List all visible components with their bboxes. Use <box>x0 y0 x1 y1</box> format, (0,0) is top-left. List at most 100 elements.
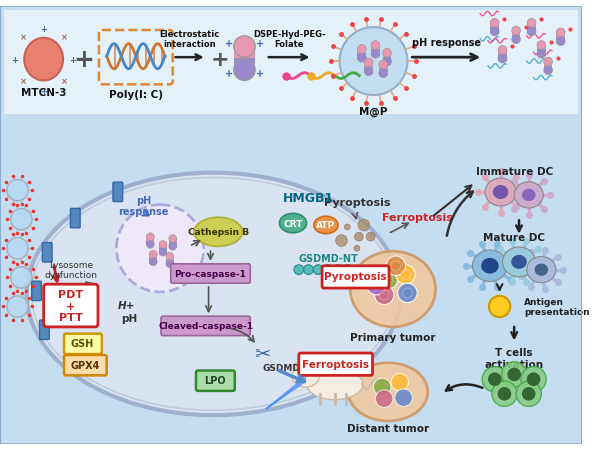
Circle shape <box>482 367 508 392</box>
Ellipse shape <box>280 214 307 233</box>
Circle shape <box>373 378 391 396</box>
FancyBboxPatch shape <box>171 264 250 284</box>
Bar <box>498 49 507 55</box>
Text: +: + <box>40 87 47 96</box>
Ellipse shape <box>169 235 176 243</box>
Text: Electrostatic
interaction: Electrostatic interaction <box>159 30 219 49</box>
Text: Pro-caspase-1: Pro-caspase-1 <box>175 269 247 278</box>
Bar <box>149 253 157 258</box>
Ellipse shape <box>544 67 553 75</box>
Text: GPX4: GPX4 <box>71 360 100 370</box>
Bar <box>512 36 520 42</box>
Bar <box>527 28 536 35</box>
Circle shape <box>521 367 546 392</box>
Circle shape <box>333 265 343 275</box>
Text: Poly(I: C): Poly(I: C) <box>109 90 163 100</box>
Ellipse shape <box>292 366 319 387</box>
Circle shape <box>401 270 410 280</box>
Ellipse shape <box>537 51 545 59</box>
FancyBboxPatch shape <box>322 266 389 289</box>
Bar <box>146 241 154 247</box>
Circle shape <box>344 225 350 230</box>
Circle shape <box>492 382 517 406</box>
Ellipse shape <box>149 258 157 266</box>
Bar <box>364 68 373 74</box>
Bar <box>169 243 176 249</box>
Bar <box>527 22 536 28</box>
FancyBboxPatch shape <box>4 11 578 115</box>
Ellipse shape <box>234 37 255 58</box>
Text: PDT
+
PTT: PDT + PTT <box>58 289 83 322</box>
Text: ×: × <box>61 33 68 42</box>
Ellipse shape <box>364 68 373 76</box>
Circle shape <box>396 265 415 285</box>
Text: +: + <box>211 50 230 70</box>
Bar <box>358 54 366 61</box>
Ellipse shape <box>307 369 363 400</box>
Text: HMGB1: HMGB1 <box>283 192 334 205</box>
Text: ×: × <box>20 33 26 42</box>
Text: Cathepsin B: Cathepsin B <box>188 228 249 237</box>
Circle shape <box>488 373 502 386</box>
Text: pH response: pH response <box>412 38 481 48</box>
Circle shape <box>391 261 401 271</box>
Text: Immature DC: Immature DC <box>476 166 553 176</box>
Bar <box>159 243 167 249</box>
Text: GSDMD: GSDMD <box>262 363 300 372</box>
Ellipse shape <box>379 61 388 69</box>
Ellipse shape <box>535 264 548 276</box>
Ellipse shape <box>146 241 154 249</box>
Bar <box>149 258 157 264</box>
Circle shape <box>354 246 360 252</box>
Ellipse shape <box>522 189 536 202</box>
Text: GSDMD-NT: GSDMD-NT <box>298 253 358 263</box>
Ellipse shape <box>512 27 520 36</box>
Ellipse shape <box>358 46 366 54</box>
Text: Lysosome
dysfunction: Lysosome dysfunction <box>44 260 97 280</box>
Text: ATP: ATP <box>316 221 335 230</box>
Text: Cleaved-caspase-1: Cleaved-caspase-1 <box>158 322 253 331</box>
Bar <box>379 63 388 69</box>
Ellipse shape <box>159 249 167 257</box>
Text: Ferroptosis: Ferroptosis <box>302 359 369 369</box>
Ellipse shape <box>364 59 373 68</box>
Ellipse shape <box>371 51 380 59</box>
Ellipse shape <box>371 41 380 51</box>
Bar <box>383 51 391 58</box>
Bar <box>556 31 565 38</box>
FancyBboxPatch shape <box>64 355 107 376</box>
Text: pH: pH <box>121 313 137 323</box>
Circle shape <box>379 270 398 290</box>
Ellipse shape <box>358 54 366 63</box>
Text: +: + <box>256 39 263 49</box>
Ellipse shape <box>527 257 556 283</box>
Bar <box>544 60 553 67</box>
Bar <box>544 67 553 73</box>
Ellipse shape <box>348 363 428 421</box>
Text: Pyroptosis: Pyroptosis <box>324 197 390 207</box>
Ellipse shape <box>556 29 565 38</box>
Bar <box>166 254 173 260</box>
Circle shape <box>383 275 393 285</box>
Circle shape <box>527 373 541 386</box>
FancyBboxPatch shape <box>113 183 122 202</box>
Circle shape <box>522 387 536 400</box>
FancyBboxPatch shape <box>299 353 373 376</box>
Circle shape <box>391 373 409 391</box>
FancyBboxPatch shape <box>196 371 235 391</box>
Circle shape <box>367 276 386 295</box>
Ellipse shape <box>383 49 391 58</box>
Ellipse shape <box>146 233 154 241</box>
Circle shape <box>7 238 28 259</box>
Circle shape <box>116 205 204 292</box>
FancyBboxPatch shape <box>161 317 250 336</box>
Ellipse shape <box>314 217 338 234</box>
Circle shape <box>7 296 28 318</box>
Circle shape <box>358 220 370 231</box>
Circle shape <box>376 390 393 408</box>
Circle shape <box>395 389 412 406</box>
Ellipse shape <box>493 186 508 199</box>
Circle shape <box>11 209 32 230</box>
Bar <box>383 58 391 64</box>
Circle shape <box>489 296 510 318</box>
